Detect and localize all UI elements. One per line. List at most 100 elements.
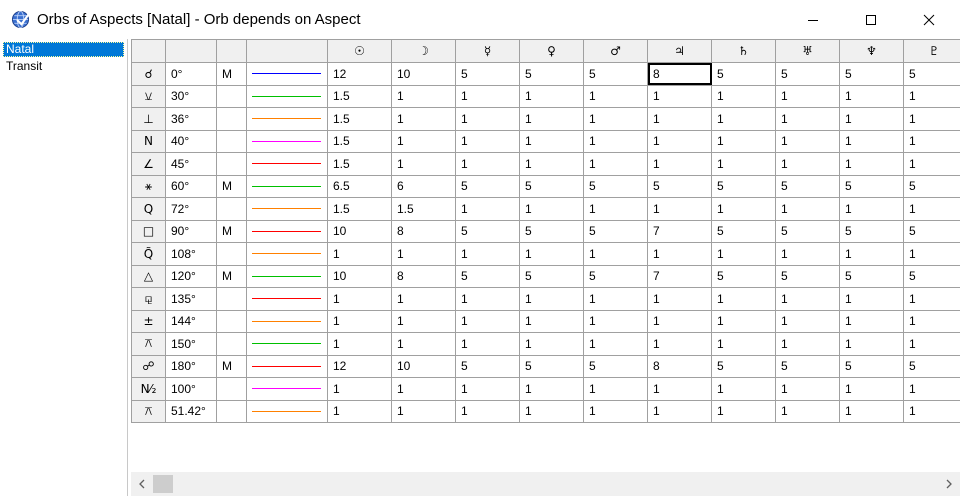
aspect-color-cell[interactable] (246, 287, 328, 311)
orb-cell-neptune[interactable]: 5 (839, 264, 904, 288)
orb-cell-uranus[interactable]: 5 (775, 174, 840, 198)
orb-cell-mars[interactable]: 1 (583, 84, 648, 108)
aspect-major-cell[interactable] (216, 129, 247, 153)
maximize-button[interactable] (848, 0, 894, 39)
orb-cell-mars[interactable]: 1 (583, 287, 648, 311)
planet-header-sun[interactable]: ☉ (327, 39, 392, 63)
orb-cell-jupiter[interactable]: 1 (647, 129, 712, 153)
minimize-button[interactable] (790, 0, 836, 39)
orb-cell-pluto[interactable]: 1 (903, 129, 960, 153)
orb-cell-sun[interactable]: 1 (327, 287, 392, 311)
orbs-grid[interactable]: ☉ ☽ ☿ ♀ ♂ ♃ ♄ ♅ ♆ ♇ ☌ 0° M 12 10 5 5 5 8 5 5 5 5 ⚺ 30° 1.5 1 1 1 1 1 1… (131, 39, 960, 472)
aspect-angle-cell[interactable]: 90° (165, 219, 217, 243)
orb-cell-venus[interactable]: 1 (519, 197, 584, 221)
planet-header-uranus[interactable]: ♅ (775, 39, 840, 63)
chart-type-list[interactable]: Natal Transit (0, 39, 128, 496)
orb-cell-saturn[interactable]: 1 (711, 107, 776, 131)
orb-cell-neptune[interactable]: 1 (839, 107, 904, 131)
orb-cell-moon[interactable]: 1 (391, 107, 456, 131)
orb-cell-saturn[interactable]: 1 (711, 377, 776, 401)
orb-cell-venus[interactable]: 1 (519, 129, 584, 153)
horizontal-scrollbar[interactable] (131, 472, 960, 496)
orb-cell-neptune[interactable]: 1 (839, 332, 904, 356)
orb-cell-moon[interactable]: 8 (391, 264, 456, 288)
aspect-angle-cell[interactable]: 36° (165, 107, 217, 131)
orb-cell-moon[interactable]: 10 (391, 354, 456, 378)
orb-cell-sun[interactable]: 1 (327, 399, 392, 423)
aspect-angle-cell[interactable]: 0° (165, 62, 217, 86)
aspect-major-cell[interactable] (216, 152, 247, 176)
orb-cell-jupiter[interactable]: 1 (647, 332, 712, 356)
orb-cell-mars[interactable]: 1 (583, 309, 648, 333)
aspect-major-cell[interactable] (216, 84, 247, 108)
aspect-major-cell[interactable] (216, 107, 247, 131)
orb-cell-saturn[interactable]: 5 (711, 354, 776, 378)
scrollbar-thumb[interactable] (153, 475, 173, 493)
orb-cell-saturn[interactable]: 1 (711, 287, 776, 311)
aspect-angle-cell[interactable]: 40° (165, 129, 217, 153)
orb-cell-sun[interactable]: 1.5 (327, 84, 392, 108)
orb-cell-uranus[interactable]: 1 (775, 152, 840, 176)
orb-cell-pluto[interactable]: 5 (903, 354, 960, 378)
orb-cell-jupiter[interactable]: 1 (647, 197, 712, 221)
orb-cell-saturn[interactable]: 5 (711, 62, 776, 86)
orb-cell-uranus[interactable]: 1 (775, 377, 840, 401)
planet-header-jupiter[interactable]: ♃ (647, 39, 712, 63)
orb-cell-jupiter[interactable]: 1 (647, 152, 712, 176)
orb-cell-pluto[interactable]: 1 (903, 332, 960, 356)
orb-cell-uranus[interactable]: 5 (775, 264, 840, 288)
scroll-right-button[interactable] (938, 472, 960, 496)
orb-cell-neptune[interactable]: 1 (839, 377, 904, 401)
orb-cell-uranus[interactable]: 1 (775, 84, 840, 108)
orb-cell-uranus[interactable]: 1 (775, 129, 840, 153)
list-item-natal[interactable]: Natal (3, 42, 124, 57)
orb-cell-neptune[interactable]: 1 (839, 129, 904, 153)
orb-cell-moon[interactable]: 1.5 (391, 197, 456, 221)
orb-cell-venus[interactable]: 5 (519, 174, 584, 198)
orb-cell-mercury[interactable]: 1 (455, 332, 520, 356)
orb-cell-uranus[interactable]: 1 (775, 399, 840, 423)
orb-cell-moon[interactable]: 1 (391, 377, 456, 401)
orb-cell-pluto[interactable]: 1 (903, 107, 960, 131)
orb-cell-venus[interactable]: 5 (519, 264, 584, 288)
orb-cell-venus[interactable]: 1 (519, 377, 584, 401)
orb-cell-mercury[interactable]: 1 (455, 129, 520, 153)
aspect-angle-cell[interactable]: 108° (165, 242, 217, 266)
orb-cell-neptune[interactable]: 1 (839, 399, 904, 423)
orb-cell-neptune[interactable]: 1 (839, 197, 904, 221)
aspect-angle-cell[interactable]: 144° (165, 309, 217, 333)
orb-cell-neptune[interactable]: 5 (839, 62, 904, 86)
close-button[interactable] (906, 0, 952, 39)
aspect-angle-cell[interactable]: 51.42° (165, 399, 217, 423)
orb-cell-sun[interactable]: 6.5 (327, 174, 392, 198)
orb-cell-jupiter[interactable]: 7 (647, 219, 712, 243)
orb-cell-pluto[interactable]: 1 (903, 242, 960, 266)
orb-cell-jupiter[interactable]: 7 (647, 264, 712, 288)
orb-cell-venus[interactable]: 1 (519, 84, 584, 108)
orb-cell-mercury[interactable]: 1 (455, 377, 520, 401)
orb-cell-moon[interactable]: 1 (391, 242, 456, 266)
aspect-color-cell[interactable] (246, 264, 328, 288)
orb-cell-venus[interactable]: 1 (519, 107, 584, 131)
orb-cell-moon[interactable]: 6 (391, 174, 456, 198)
orb-cell-venus[interactable]: 5 (519, 219, 584, 243)
orb-cell-pluto[interactable]: 1 (903, 309, 960, 333)
aspect-angle-cell[interactable]: 45° (165, 152, 217, 176)
orb-cell-saturn[interactable]: 1 (711, 197, 776, 221)
orb-cell-mercury[interactable]: 1 (455, 242, 520, 266)
orb-cell-jupiter[interactable]: 1 (647, 242, 712, 266)
orb-cell-neptune[interactable]: 1 (839, 84, 904, 108)
orb-cell-pluto[interactable]: 1 (903, 84, 960, 108)
orb-cell-mars[interactable]: 1 (583, 377, 648, 401)
orb-cell-mercury[interactable]: 1 (455, 197, 520, 221)
orb-cell-moon[interactable]: 1 (391, 152, 456, 176)
orb-cell-neptune[interactable]: 1 (839, 242, 904, 266)
orb-cell-jupiter[interactable]: 1 (647, 84, 712, 108)
orb-cell-neptune[interactable]: 1 (839, 152, 904, 176)
orb-cell-moon[interactable]: 10 (391, 62, 456, 86)
aspect-angle-cell[interactable]: 150° (165, 332, 217, 356)
orb-cell-mars[interactable]: 1 (583, 399, 648, 423)
orb-cell-mars[interactable]: 5 (583, 62, 648, 86)
aspect-major-cell[interactable] (216, 377, 247, 401)
aspect-color-cell[interactable] (246, 219, 328, 243)
